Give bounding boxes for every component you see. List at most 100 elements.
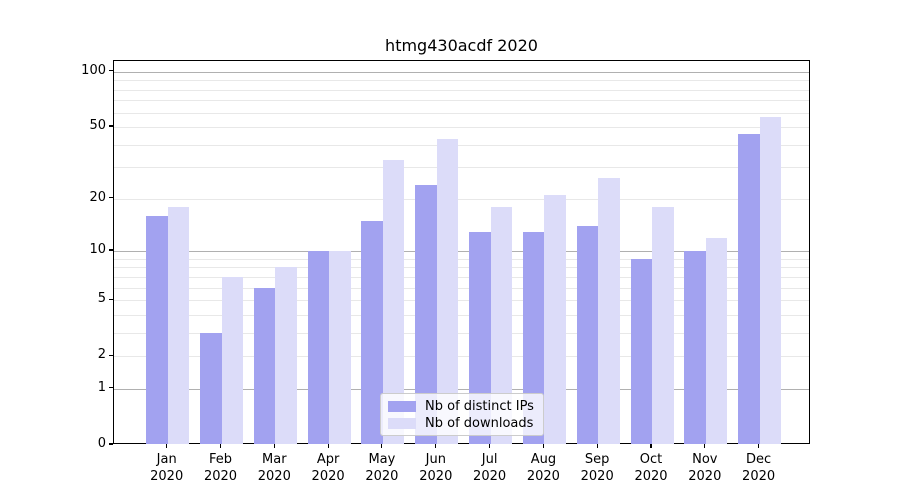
gridline-major-100 <box>114 71 809 73</box>
y-tick-label-1: 1 <box>97 379 106 395</box>
gridline-major-1 <box>114 388 809 390</box>
bar-downloads-jan <box>167 206 190 444</box>
x-tick-label-line: 2020 <box>311 469 345 484</box>
x-tick-label-jan: Jan 2020 <box>150 451 183 485</box>
gridline-minor-6 <box>114 287 809 289</box>
x-tick-label-line: 2020 <box>419 469 453 484</box>
chart-title: htmg430acdf 2020 <box>385 36 538 55</box>
legend: Nb of distinct IPs Nb of downloads <box>380 393 544 436</box>
bar-downloads-dec <box>759 116 782 444</box>
x-tick-label-line: Aug <box>530 452 557 467</box>
bar-downloads-oct <box>652 206 674 444</box>
gridline-minor-20 <box>114 198 809 200</box>
gridline-minor-60 <box>114 112 809 114</box>
bar-downloads-jul <box>490 206 513 444</box>
y-tick-label-0: 0 <box>97 436 106 451</box>
bar-distinct-ips-nov <box>684 251 706 444</box>
x-tick-label-nov: Nov 2020 <box>688 451 721 485</box>
legend-entry-downloads: Nb of downloads <box>388 416 536 431</box>
plot-area <box>113 60 810 444</box>
x-tick-label-line: 2020 <box>203 469 238 484</box>
bar-downloads-may <box>382 159 405 444</box>
y-tick-1 <box>109 387 113 389</box>
x-tick-mar <box>273 444 275 448</box>
bar-downloads-mar <box>275 267 297 444</box>
x-tick-label-line: Dec <box>746 452 772 467</box>
gridline-minor-70 <box>114 100 809 102</box>
x-tick-label-line: 2020 <box>634 469 668 484</box>
x-tick-label-aug: Aug 2020 <box>527 451 560 485</box>
gridline-minor-5 <box>114 300 809 302</box>
gridline-minor-90 <box>114 80 809 82</box>
legend-label: Nb of downloads <box>425 416 534 431</box>
x-tick-dec <box>758 444 760 448</box>
x-tick-aug <box>542 444 544 448</box>
x-tick-label-line: Sep <box>584 452 610 467</box>
bar-distinct-ips-sep <box>576 226 599 444</box>
gridline-minor-8 <box>114 267 809 269</box>
x-tick-sep <box>596 444 598 448</box>
y-tick-20 <box>109 197 113 199</box>
legend-entry-distinct-ips: Nb of distinct IPs <box>388 399 536 414</box>
gridline-minor-9 <box>114 258 809 260</box>
x-tick-label-line: 2020 <box>580 469 614 484</box>
bar-distinct-ips-dec <box>738 133 760 444</box>
x-tick-label-dec: Dec 2020 <box>742 451 775 485</box>
legend-label: Nb of distinct IPs <box>425 399 534 414</box>
x-tick-label-line: Jun <box>425 452 446 467</box>
bar-downloads-nov <box>705 237 728 444</box>
x-tick-label-line: 2020 <box>150 469 184 484</box>
x-tick-label-feb: Feb 2020 <box>204 451 237 485</box>
x-tick-label-line: Jul <box>481 452 498 467</box>
gridline-minor-2 <box>114 356 809 358</box>
gridline-minor-7 <box>114 276 809 278</box>
y-tick-2 <box>109 354 113 356</box>
bar-distinct-ips-feb <box>200 332 222 444</box>
bar-distinct-ips-jul <box>469 231 491 444</box>
bar-distinct-ips-aug <box>522 231 545 444</box>
x-tick-label-apr: Apr 2020 <box>312 451 345 485</box>
bar-downloads-sep <box>598 178 620 444</box>
gridline-minor-3 <box>114 332 809 334</box>
x-tick-jun <box>435 444 437 448</box>
x-tick-label-may: May 2020 <box>365 451 398 485</box>
x-tick-label-line: 2020 <box>526 469 560 484</box>
y-tick-label-100: 100 <box>81 62 106 78</box>
x-tick-oct <box>650 444 652 448</box>
y-tick-10 <box>109 249 113 251</box>
bar-distinct-ips-apr <box>307 251 330 444</box>
x-tick-label-jul: Jul 2020 <box>473 451 506 485</box>
gridline-major-10 <box>114 251 809 252</box>
bar-downloads-jun <box>436 138 459 444</box>
x-tick-label-line: 2020 <box>365 469 399 484</box>
bar-downloads-feb <box>221 276 243 444</box>
x-tick-label-line: 2020 <box>742 469 776 484</box>
x-tick-label-line: Nov <box>692 452 718 467</box>
x-tick-label-line: May <box>368 452 396 467</box>
y-tick-label-5: 5 <box>97 291 106 307</box>
gridline-minor-40 <box>114 144 809 146</box>
gridline-minor-50 <box>114 127 809 128</box>
x-tick-label-line: Oct <box>639 452 663 467</box>
y-tick-50 <box>109 125 113 127</box>
x-tick-label-jun: Jun 2020 <box>419 451 452 485</box>
x-tick-label-line: Mar <box>262 452 287 467</box>
x-tick-apr <box>327 444 329 448</box>
y-tick-0 <box>109 443 113 445</box>
bar-downloads-aug <box>544 195 566 444</box>
x-tick-label-sep: Sep 2020 <box>581 451 614 485</box>
gridline-minor-4 <box>114 314 809 316</box>
x-tick-label-line: Feb <box>208 452 233 467</box>
legend-patch <box>388 401 416 412</box>
x-tick-jul <box>489 444 491 448</box>
x-tick-label-line: Apr <box>316 452 340 467</box>
x-tick-may <box>381 444 383 448</box>
legend-patch <box>388 418 416 429</box>
x-tick-jan <box>166 444 168 448</box>
x-tick-feb <box>219 444 222 448</box>
y-tick-100 <box>109 70 113 72</box>
y-tick-5 <box>109 298 113 300</box>
x-tick-label-oct: Oct 2020 <box>634 451 667 485</box>
x-tick-label-line: Jan <box>156 452 177 467</box>
y-tick-label-50: 50 <box>89 118 106 133</box>
